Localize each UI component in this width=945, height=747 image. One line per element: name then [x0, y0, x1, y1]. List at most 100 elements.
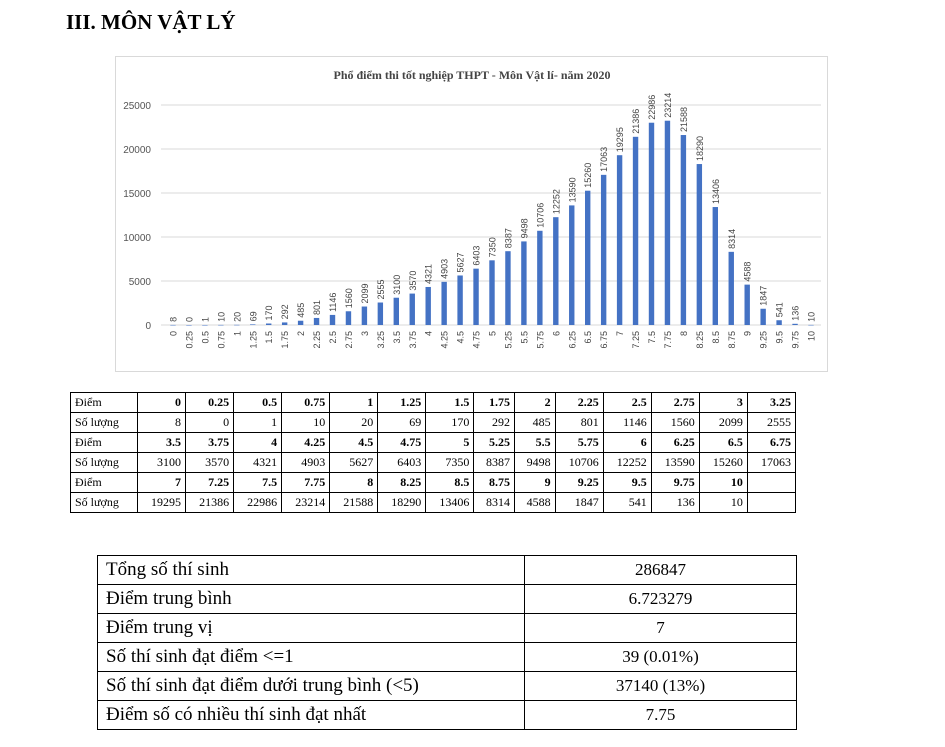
- x-tick-label: 7.5: [647, 331, 657, 344]
- cell: 5.5: [513, 432, 556, 453]
- cell: 0.75: [281, 392, 331, 413]
- bar: [569, 205, 575, 325]
- cell: 7: [136, 472, 187, 493]
- cell: 136: [650, 492, 700, 513]
- bar: [297, 320, 304, 325]
- bar: [728, 251, 734, 325]
- summary-label: Số thí sinh đạt điểm dưới trung bình (<5…: [97, 671, 525, 701]
- cell: 3: [698, 392, 748, 413]
- cell: 4588: [513, 492, 556, 513]
- bar: [776, 320, 782, 325]
- bar: [696, 164, 703, 325]
- cell: 4321: [233, 452, 283, 473]
- bar: [281, 322, 288, 325]
- y-tick-label: 25000: [123, 101, 151, 112]
- cell: 3100: [136, 452, 187, 473]
- summary-value: 39 (0.01%): [524, 642, 797, 672]
- x-tick-label: 7.25: [631, 331, 641, 349]
- data-label: 9498: [519, 218, 529, 238]
- data-label: 2555: [376, 279, 386, 299]
- summary-value: 6.723279: [524, 584, 797, 614]
- data-label: 13406: [711, 179, 721, 204]
- cell: 8.25: [377, 472, 427, 493]
- x-tick-label: 4.25: [440, 331, 450, 349]
- bar: [250, 324, 256, 325]
- data-label: 17063: [599, 147, 609, 172]
- data-label: 136: [791, 306, 801, 321]
- x-tick-label: 0.5: [200, 331, 210, 344]
- cell: 1146: [602, 412, 652, 433]
- data-label: 2099: [360, 283, 370, 303]
- cell: 15260: [698, 452, 748, 473]
- bar: [553, 217, 559, 325]
- row-label: Số lượng: [70, 452, 138, 473]
- cell: 6403: [377, 452, 427, 473]
- cell: [746, 492, 797, 513]
- cell: 7350: [425, 452, 475, 473]
- cell: 1: [233, 412, 283, 433]
- cell: 6: [602, 432, 652, 453]
- cell: 485: [513, 412, 556, 433]
- cell: 9.25: [554, 472, 604, 493]
- x-tick-label: 1.5: [264, 331, 274, 344]
- summary-value: 7.75: [524, 700, 797, 730]
- cell: 170: [425, 412, 475, 433]
- row-label: Điểm: [70, 392, 138, 413]
- bar: [313, 317, 320, 325]
- x-tick-label: 8.5: [711, 331, 721, 344]
- cell: 10: [698, 472, 748, 493]
- points-row: Điểm 7 7.25 7.5 7.75 8 8.25 8.5 8.75 9 9.25 9.5 9.75…: [70, 472, 797, 493]
- bar: [329, 314, 336, 325]
- x-tick-label: 6.75: [599, 331, 609, 349]
- cell: 12252: [602, 452, 652, 473]
- data-label: 19295: [615, 127, 625, 152]
- bar: [393, 297, 399, 325]
- data-label: 8387: [503, 228, 513, 248]
- cell: 13406: [425, 492, 475, 513]
- cell: 7.5: [233, 472, 283, 493]
- x-tick-label: 1.75: [280, 331, 290, 349]
- cell: 1.75: [473, 392, 515, 413]
- cell: 9: [513, 472, 556, 493]
- cell: 8.5: [425, 472, 475, 493]
- bar: [361, 306, 368, 325]
- cell: 21588: [329, 492, 379, 513]
- cell: 8.75: [473, 472, 515, 493]
- x-tick-label: 5.25: [503, 331, 513, 349]
- x-tick-label: 2.5: [328, 331, 338, 344]
- summary-label: Số thí sinh đạt điểm <=1: [97, 642, 525, 672]
- cell: 0: [136, 392, 187, 413]
- data-label: 1146: [328, 293, 338, 312]
- summary-value: 37140 (13%): [524, 671, 797, 701]
- summary-label: Tổng số thí sinh: [97, 555, 525, 585]
- cell: 1.25: [377, 392, 427, 413]
- cell: 10: [281, 412, 331, 433]
- bar: [234, 324, 240, 326]
- data-label: 18290: [695, 136, 705, 161]
- data-label: 0: [184, 317, 194, 322]
- bar: [664, 120, 671, 325]
- section-heading: III. MÔN VẬT LÝ: [66, 10, 236, 34]
- counts-row: Số lượng 3100 3570 4321 4903 5627 6403 7350 8387…: [70, 452, 797, 473]
- bar: [170, 324, 176, 326]
- x-tick-label: 5.5: [519, 331, 529, 344]
- data-label: 4903: [440, 259, 450, 279]
- points-row: Điểm 0 0.25 0.5 0.75 1 1.25 1.5 1.75 2 2.25 2.5 2.75…: [70, 392, 797, 413]
- summary-row: Tổng số thí sinh 286847: [97, 555, 797, 585]
- data-label: 801: [312, 300, 322, 315]
- summary-row: Điểm số có nhiều thí sinh đạt nhất 7.75: [97, 700, 797, 730]
- data-label: 3100: [392, 275, 402, 295]
- x-tick-label: 3.5: [392, 331, 402, 344]
- cell: 22986: [233, 492, 283, 513]
- cell: 2: [513, 392, 556, 413]
- summary-row: Số thí sinh đạt điểm dưới trung bình (<5…: [97, 671, 797, 701]
- cell: 4903: [281, 452, 331, 473]
- summary-row: Điểm trung bình 6.723279: [97, 584, 797, 614]
- bar: [808, 324, 814, 326]
- data-label: 292: [280, 304, 290, 319]
- x-tick-label: 3.75: [408, 331, 418, 349]
- data-label: 10: [807, 312, 817, 322]
- x-tick-label: 6.5: [583, 331, 593, 344]
- bar: [218, 324, 224, 326]
- bar: [712, 207, 718, 325]
